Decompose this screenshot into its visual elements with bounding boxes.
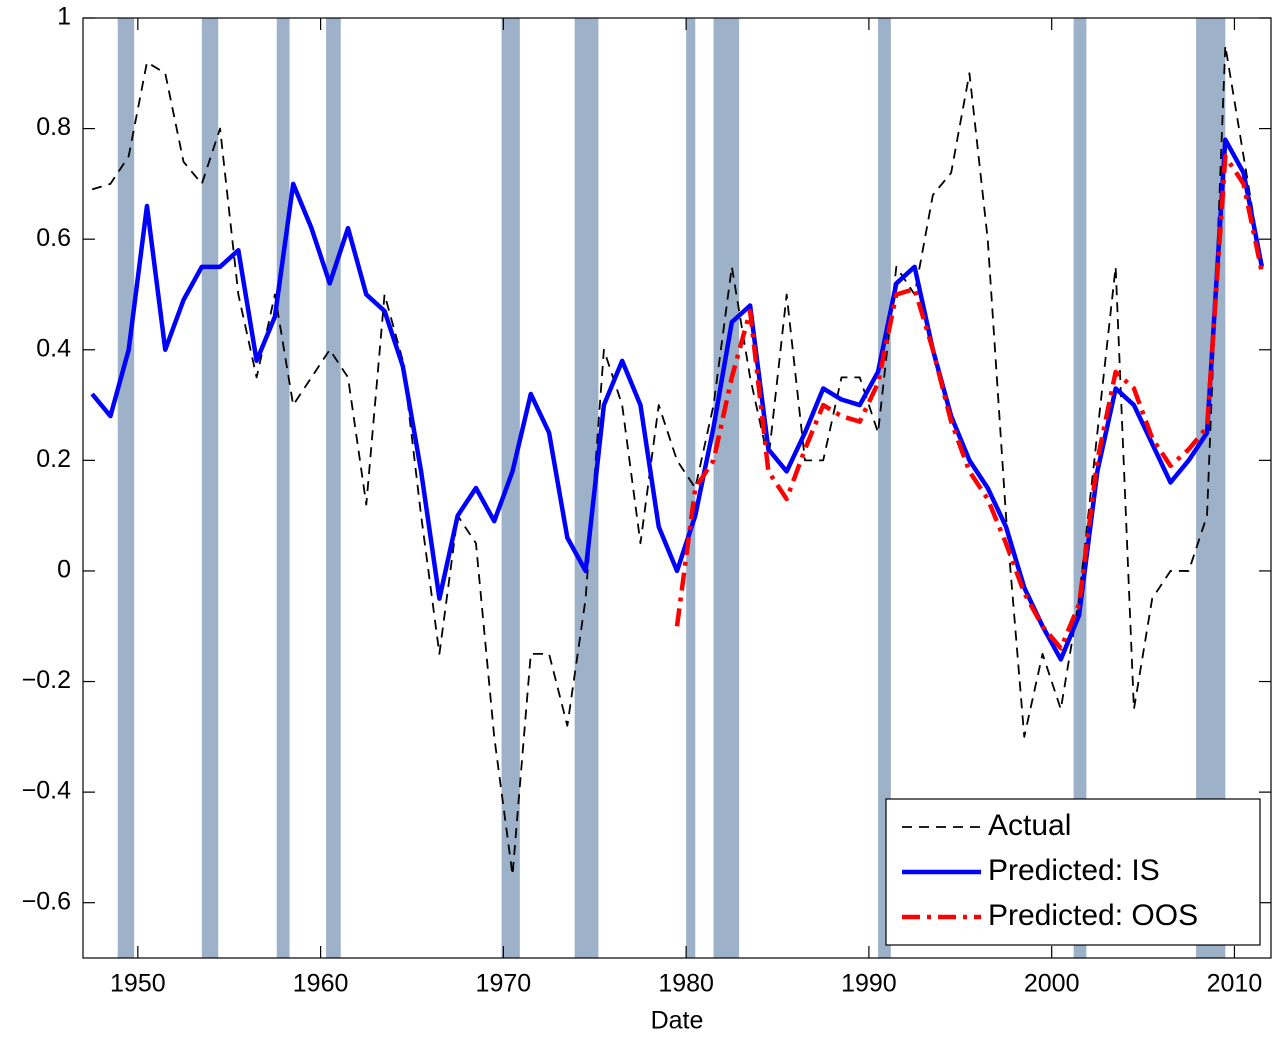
y-tick-label: 0.8: [36, 113, 71, 141]
recession-band: [1073, 18, 1087, 958]
recession-band: [878, 18, 891, 958]
axes-box: [82, 17, 1272, 959]
recession-band: [201, 18, 219, 958]
y-tick-label: 1: [57, 3, 71, 31]
x-tick-label: 2010: [1207, 970, 1263, 998]
recession-band: [501, 18, 520, 958]
recession-band: [117, 18, 135, 958]
series-line: [674, 153, 1265, 651]
x-tick-label: 2000: [1024, 970, 1080, 998]
y-tick-label: −0.2: [22, 666, 71, 694]
legend-label: Predicted: IS: [988, 854, 1160, 887]
recession-band: [326, 18, 341, 958]
x-axis-label: Date: [651, 1007, 704, 1035]
legend-label: Actual: [988, 809, 1071, 842]
series-line: [90, 137, 1265, 662]
x-tick-label: 1970: [476, 970, 532, 998]
recession-band: [574, 18, 599, 958]
y-tick-label: 0: [57, 556, 71, 584]
x-tick-label: 1950: [110, 970, 166, 998]
recession-band: [686, 18, 696, 958]
legend-label: Predicted: OOS: [988, 899, 1198, 932]
y-tick-label: 0.4: [36, 334, 71, 362]
x-tick-label: 1990: [841, 970, 897, 998]
recession-band: [713, 18, 740, 958]
y-tick-label: 0.2: [36, 445, 71, 473]
x-tick-label: 1960: [293, 970, 349, 998]
y-tick-label: 0.6: [36, 224, 71, 252]
recession-band: [276, 18, 290, 958]
y-tick-label: −0.4: [22, 777, 71, 805]
y-tick-label: −0.6: [22, 887, 71, 915]
x-tick-label: 1980: [658, 970, 714, 998]
